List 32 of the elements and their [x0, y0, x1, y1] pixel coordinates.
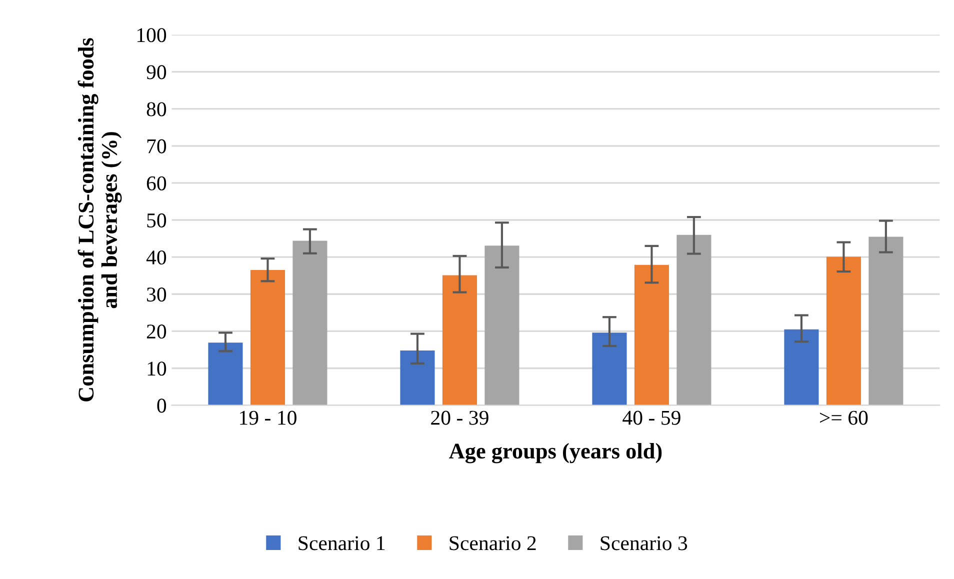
x-axis-title: Age groups (years old)	[449, 442, 662, 464]
y-tick-label: 0	[157, 398, 166, 413]
y-tick-label: 100	[137, 28, 166, 42]
x-tick-label: >= 60	[820, 410, 868, 425]
bar	[826, 256, 861, 406]
legend-label: Scenario 2	[450, 536, 536, 550]
bar	[634, 264, 669, 406]
y-tick-label: 90	[146, 65, 166, 80]
y-tick-label: 80	[146, 102, 166, 116]
legend-label: Scenario 1	[298, 536, 385, 550]
bar	[592, 332, 627, 406]
bar	[442, 275, 477, 406]
bar	[208, 342, 243, 406]
x-tick-label: 20 - 39	[431, 410, 488, 425]
y-tick-label: 30	[147, 288, 166, 302]
bar	[400, 350, 435, 406]
y-tick-label: 60	[146, 176, 166, 190]
x-tick-label: 40 - 59	[622, 410, 680, 425]
y-tick-label: 40	[146, 250, 166, 265]
y-tick-label: 70	[147, 139, 166, 154]
bar	[784, 329, 819, 406]
bar	[676, 234, 712, 406]
x-tick-label: 19 - 10	[240, 410, 296, 425]
bar	[292, 240, 328, 406]
y-axis-title: Consumption of LCS-containing foods and beverages (%)	[78, 38, 122, 402]
bar	[868, 236, 904, 406]
y-tick-label: 20	[146, 324, 166, 339]
bar	[484, 246, 520, 406]
y-tick-label: 10	[148, 362, 166, 376]
bar	[250, 270, 285, 406]
y-tick-label: 50	[147, 213, 166, 228]
legend-label: Scenario 3	[600, 536, 688, 550]
